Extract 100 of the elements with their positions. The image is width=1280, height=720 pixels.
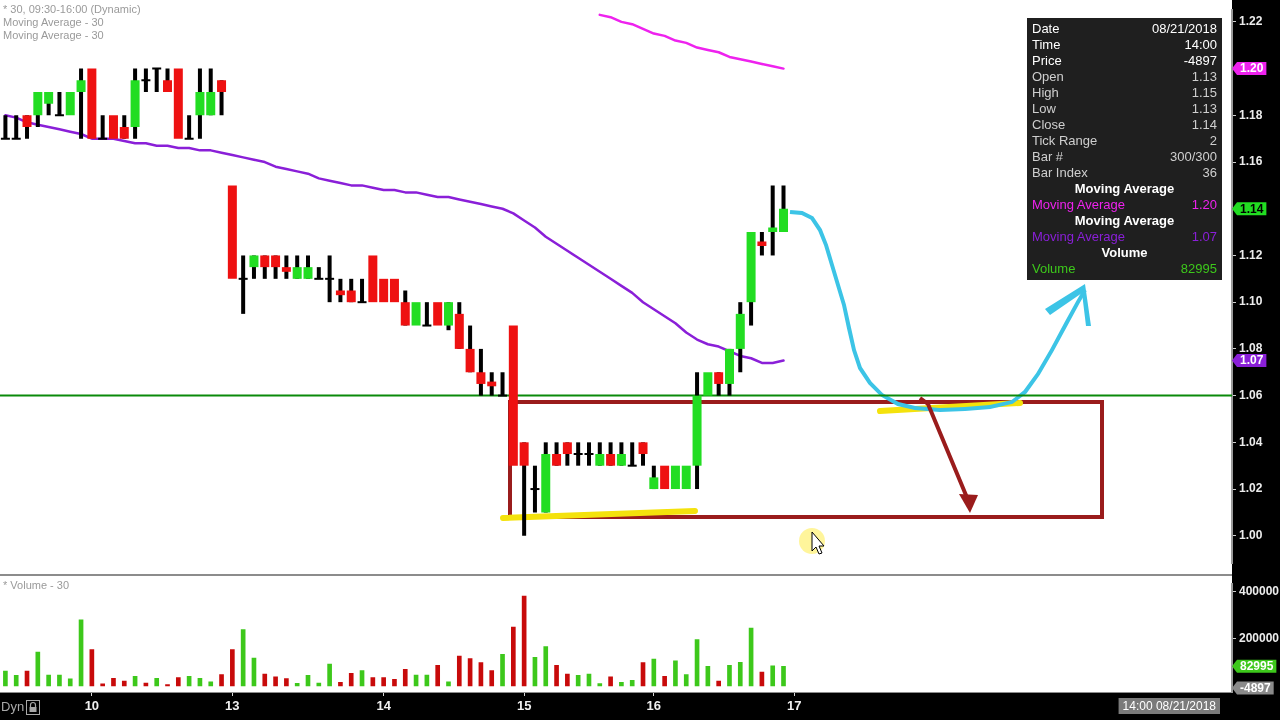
bar	[57, 674, 62, 687]
candlestick	[238, 255, 248, 314]
chart-title: * Volume - 30	[3, 579, 70, 592]
text: 1.07	[1240, 353, 1264, 368]
candlestick	[184, 115, 194, 140]
bar	[446, 681, 451, 687]
bar	[683, 674, 689, 687]
bar	[381, 677, 386, 687]
candlestick	[260, 255, 270, 279]
bar	[35, 651, 41, 687]
annotation: 14:00	[1184, 37, 1217, 54]
candlestick	[779, 185, 789, 233]
candlestick	[757, 232, 767, 256]
bar	[554, 664, 559, 687]
candlestick	[65, 91, 75, 116]
candlestick	[108, 115, 118, 139]
y-tick-label: 1.12	[1239, 247, 1263, 262]
annotation: 1.13	[1191, 69, 1217, 86]
annotation: Date	[1032, 21, 1060, 38]
candlestick	[22, 115, 32, 139]
bar	[230, 649, 235, 687]
bar	[13, 674, 19, 687]
bar	[3, 670, 8, 687]
candlestick	[433, 302, 443, 326]
candlestick	[249, 255, 259, 279]
text: 82995	[1240, 659, 1274, 674]
candlestick	[627, 442, 637, 467]
text: Dyn	[1, 699, 25, 714]
candlestick	[76, 68, 86, 139]
candlestick	[163, 68, 173, 92]
bar	[111, 677, 116, 687]
y-tick-label: 1.00	[1239, 528, 1263, 543]
bar	[543, 646, 549, 687]
y-tick-label: 1.16	[1239, 154, 1263, 169]
text: 14:00 08/21/2018	[1122, 698, 1217, 713]
bar	[208, 681, 214, 687]
candlestick	[173, 68, 183, 139]
y-tick-label: 1.10	[1239, 294, 1263, 309]
annotation: 2	[1209, 133, 1217, 150]
annotation: Moving Average - 30	[3, 16, 104, 29]
candlestick	[119, 115, 129, 139]
annotation: -4897	[1183, 53, 1217, 70]
annotation: 1.14	[1191, 117, 1217, 134]
bar	[575, 674, 581, 687]
y-tick-label: 1.04	[1239, 434, 1263, 449]
bar	[316, 682, 322, 687]
candlestick	[681, 465, 691, 490]
candlestick	[768, 185, 778, 256]
text: Volume	[1032, 261, 1076, 277]
bar	[273, 676, 278, 687]
candlestick	[389, 278, 399, 303]
y-tick-label: 1.22	[1239, 14, 1263, 29]
x-tick-label: 16	[646, 698, 662, 714]
bar	[781, 665, 786, 687]
candlestick	[519, 442, 529, 536]
candlestick	[0, 115, 10, 140]
candlestick	[368, 255, 378, 303]
text: -4897	[1240, 680, 1272, 695]
candlestick	[422, 302, 432, 327]
x-tick-label: 15	[516, 698, 532, 714]
text: 1.14	[1240, 201, 1264, 216]
y-tick-label: 200000	[1239, 630, 1280, 645]
bar	[727, 664, 732, 687]
x-tick-label: 10	[84, 698, 100, 714]
candlestick	[530, 465, 540, 513]
candlestick	[616, 442, 626, 466]
candlestick	[562, 442, 572, 466]
candlestick	[271, 255, 281, 279]
annotation: 1.07	[1191, 229, 1217, 246]
annotation: 300/300	[1170, 149, 1217, 166]
annotation: Bar Index	[1032, 165, 1088, 182]
y-tick-label: 1.02	[1239, 481, 1263, 496]
y-tick-label: 400000	[1239, 583, 1280, 598]
bar	[500, 654, 505, 687]
bar	[402, 668, 408, 687]
annotation: Open	[1032, 69, 1064, 86]
annotation: Moving Average	[1073, 181, 1176, 198]
bar	[565, 673, 570, 687]
bar	[327, 663, 332, 687]
annotation: Close	[1032, 117, 1066, 134]
bar	[219, 674, 224, 687]
bar	[651, 658, 657, 687]
candlestick	[606, 442, 616, 466]
candlestick	[11, 115, 21, 140]
bar	[262, 673, 268, 687]
candlestick	[714, 372, 724, 396]
y-tick-label: 1.18	[1239, 107, 1263, 122]
bar	[662, 676, 667, 687]
bar	[294, 682, 300, 687]
candlestick	[498, 372, 508, 397]
annotation: 1.15	[1191, 85, 1217, 102]
annotation: Moving Average	[1073, 213, 1176, 230]
bar	[619, 681, 624, 687]
candlestick	[281, 255, 291, 279]
candlestick	[87, 68, 97, 139]
candlestick	[217, 80, 227, 116]
annotation: Low	[1032, 101, 1056, 118]
candlestick	[638, 442, 648, 466]
candlestick	[443, 302, 453, 331]
bar	[284, 678, 289, 687]
